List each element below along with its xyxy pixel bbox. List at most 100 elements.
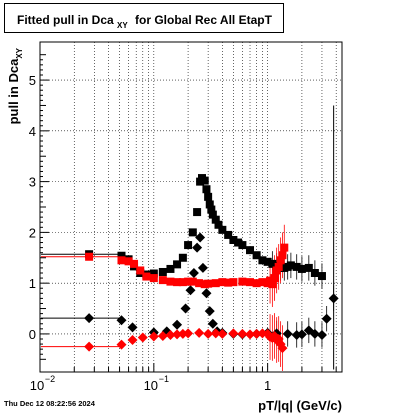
diamond-marker bbox=[188, 268, 199, 278]
plot-title-main: Fitted pull in Dca bbox=[17, 13, 114, 27]
square-marker bbox=[286, 261, 295, 270]
y-axis-title: pull in DcaXY bbox=[6, 47, 24, 124]
diamond-marker bbox=[165, 329, 176, 340]
square-marker bbox=[158, 267, 167, 276]
diamond-marker bbox=[203, 328, 214, 339]
square-marker bbox=[204, 279, 213, 288]
y-tick-label: 2 bbox=[29, 225, 36, 240]
square-marker bbox=[224, 278, 233, 287]
square-marker bbox=[124, 257, 133, 266]
square-marker bbox=[207, 205, 216, 214]
square-marker bbox=[130, 259, 139, 268]
diamond-marker bbox=[217, 328, 228, 339]
x-tick-label-exponent: −1 bbox=[159, 374, 169, 384]
diamond-marker bbox=[204, 306, 215, 317]
square-marker bbox=[229, 236, 238, 244]
square-marker bbox=[85, 252, 94, 261]
square-marker bbox=[297, 264, 306, 273]
square-marker bbox=[229, 278, 238, 287]
x-tick-label: 10 bbox=[144, 378, 158, 393]
x-tick-label-exponent: −2 bbox=[45, 374, 55, 384]
square-marker bbox=[246, 246, 255, 255]
diamond-marker bbox=[84, 341, 95, 352]
square-marker bbox=[252, 279, 261, 288]
diamond-marker bbox=[321, 313, 332, 324]
diamond-marker bbox=[148, 331, 159, 342]
y-tick-label: 5 bbox=[29, 73, 36, 88]
square-marker bbox=[158, 276, 167, 285]
square-marker bbox=[117, 256, 126, 265]
diamond-marker bbox=[116, 339, 127, 350]
y-tick-label: 1 bbox=[29, 276, 36, 291]
square-marker bbox=[238, 241, 247, 250]
diamond-marker bbox=[183, 328, 194, 339]
diamond-marker bbox=[228, 328, 239, 339]
square-marker bbox=[178, 253, 187, 262]
y-tick-label: 0 bbox=[29, 327, 36, 342]
y-tick-label: 4 bbox=[29, 124, 36, 139]
square-marker bbox=[258, 278, 267, 287]
square-marker bbox=[268, 259, 277, 268]
diamond-marker bbox=[277, 343, 288, 354]
square-marker bbox=[166, 264, 175, 273]
square-marker bbox=[317, 272, 326, 281]
square-marker bbox=[136, 266, 145, 275]
diamond-marker bbox=[180, 303, 191, 314]
diamond-marker bbox=[127, 322, 138, 333]
square-marker bbox=[117, 251, 126, 260]
diamond-marker bbox=[296, 329, 307, 340]
square-marker bbox=[188, 277, 197, 286]
square-marker bbox=[208, 210, 217, 219]
square-marker bbox=[268, 280, 277, 289]
square-marker bbox=[200, 176, 209, 185]
square-marker bbox=[224, 230, 233, 239]
square-marker bbox=[292, 262, 301, 271]
square-marker bbox=[276, 256, 285, 265]
diamond-marker bbox=[197, 262, 208, 273]
square-marker bbox=[204, 192, 213, 201]
timestamp-footer: Thu Dec 12 08:22:56 2024 bbox=[4, 399, 95, 408]
square-marker bbox=[246, 278, 255, 287]
diamond-marker bbox=[207, 318, 218, 329]
diamond-marker bbox=[245, 329, 256, 340]
square-marker bbox=[195, 279, 204, 288]
square-marker bbox=[142, 272, 151, 281]
diamond-marker bbox=[201, 288, 212, 299]
diamond-marker bbox=[84, 313, 95, 324]
square-marker bbox=[214, 220, 223, 229]
diamond-marker bbox=[316, 329, 327, 340]
square-marker bbox=[234, 238, 243, 247]
diamond-marker bbox=[194, 327, 205, 338]
square-marker bbox=[270, 274, 279, 283]
square-marker bbox=[166, 277, 175, 286]
square-marker bbox=[173, 260, 182, 269]
x-tick-label: 1 bbox=[264, 378, 271, 393]
square-marker bbox=[238, 277, 247, 286]
square-marker bbox=[304, 263, 313, 272]
diamond-marker bbox=[157, 330, 168, 341]
x-axis-title: pT/|q| (GeV/c) bbox=[258, 398, 342, 413]
plot-title-box: Fitted pull in Dca XY for Global Rec All… bbox=[4, 3, 284, 33]
diamond-marker bbox=[195, 232, 206, 243]
square-marker bbox=[218, 225, 227, 234]
square-marker bbox=[263, 257, 272, 266]
diamond-marker bbox=[172, 329, 183, 340]
plot-title-rest: for Global Rec All EtapT bbox=[135, 13, 272, 27]
square-marker bbox=[274, 262, 283, 271]
square-marker bbox=[252, 251, 261, 260]
diamond-marker bbox=[251, 328, 262, 339]
square-marker bbox=[202, 185, 211, 194]
square-marker bbox=[149, 274, 158, 283]
square-marker bbox=[278, 251, 287, 260]
diamond-marker bbox=[137, 332, 148, 343]
diamond-marker bbox=[116, 315, 127, 326]
square-marker bbox=[258, 256, 267, 265]
square-marker bbox=[211, 279, 220, 288]
x-tick-label: 10 bbox=[30, 378, 44, 393]
diamond-marker bbox=[328, 293, 339, 304]
square-marker bbox=[310, 269, 319, 277]
square-marker bbox=[184, 241, 193, 250]
diamond-marker bbox=[309, 328, 320, 339]
